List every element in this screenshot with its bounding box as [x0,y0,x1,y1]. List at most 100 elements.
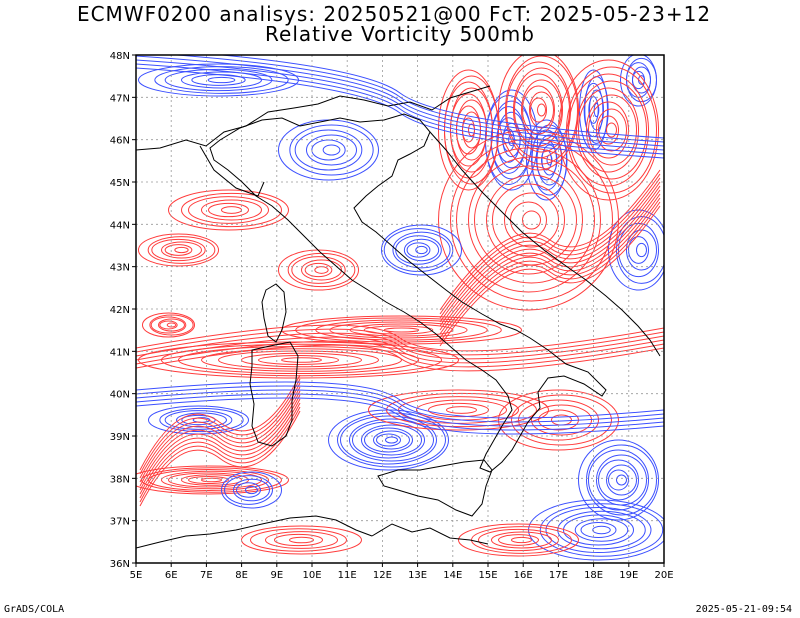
positive-contour [278,249,359,291]
lat-tick-label: 44N [110,220,130,231]
negative-contour [586,444,657,516]
positive-contour [258,355,339,365]
positive-contour [439,197,661,339]
positive-contour [241,525,362,555]
positive-contour [530,97,547,123]
lon-tick-label: 12E [373,570,392,581]
positive-contour [486,174,577,266]
positive-contour [596,108,627,152]
lat-tick-label: 39N [110,432,130,443]
positive-contour [147,236,216,264]
positive-contour [511,536,532,544]
positive-contour [201,348,402,372]
negative-contour [592,525,611,535]
positive-contour [315,319,488,341]
negative-contour [136,385,664,423]
positive-contour [304,262,333,278]
positive-contour [148,469,269,491]
negative-contour [278,119,379,181]
lon-tick-label: 7E [200,570,213,581]
lon-tick-label: 15E [478,570,497,581]
negative-contour [233,478,270,502]
positive-contour [439,173,661,315]
positive-contour [505,55,578,165]
lon-tick-label: 14E [443,570,462,581]
negative-contour [207,76,236,84]
positive-contour [438,69,499,191]
positive-contour [174,246,189,254]
positive-contour [136,340,664,368]
negative-contour [606,464,637,496]
coastline [136,85,661,549]
positive-contour [439,181,661,323]
negative-contour [340,415,437,465]
map-title: ECMWF0200 analisys: 20250521@00 FcT: 202… [76,2,712,26]
positive-contour [208,202,249,218]
negative-contour [221,471,282,509]
lat-tick-label: 43N [110,263,130,274]
positive-contour [606,122,617,138]
positive-contour [188,196,269,224]
positive-contour [586,94,637,166]
positive-contour [139,382,301,479]
lon-tick-label: 13E [408,570,427,581]
positive-contour [456,99,487,161]
negative-contour [164,410,233,430]
positive-contour [522,210,541,230]
negative-contour [381,224,462,276]
positive-contour [168,189,289,231]
negative-contour [580,522,617,538]
positive-contour [492,183,565,257]
positive-contour [522,85,555,135]
negative-contour [545,507,652,553]
positive-contour [468,123,475,137]
positive-contour [529,91,554,129]
negative-contour [294,129,363,171]
positive-contour [446,406,477,414]
axis-ticks: 5E 6E 7E 8E 9E 10E 11E 12E 13E 14E 15E 16E 17E 18E 19E… [110,51,674,581]
negative-contour [181,71,262,89]
lat-tick-label: 47N [110,93,130,104]
positive-contour [576,80,647,180]
positive-contour [428,402,489,418]
positive-contour [136,328,664,356]
negative-contour [352,421,425,459]
positive-contour [139,406,301,503]
positive-contour [139,378,301,475]
negative-contour [170,55,664,143]
positive-contour [164,244,193,256]
negative-contour [616,474,627,486]
positive-contour [139,398,301,495]
positive-contour [168,472,249,488]
negative-contour [557,510,646,550]
negative-contour [563,514,634,546]
positive-contour [301,259,342,281]
lon-tick-label: 10E [302,570,321,581]
positive-contour [439,177,661,319]
positive-contour [201,199,262,221]
negative-contour [626,229,657,271]
negative-contour [578,439,659,521]
positive-contour [598,115,619,145]
negative-contour [337,412,446,468]
lon-tick-label: 5E [130,570,143,581]
positive-contour [458,523,579,557]
positive-contour [139,402,301,499]
lat-tick-label: 40N [110,390,130,401]
positive-contour [136,344,664,372]
positive-contour [136,332,664,360]
lat-tick-label: 42N [110,305,130,316]
positive-contour [439,193,661,335]
positive-contour [139,410,301,507]
positive-contour [181,192,282,228]
negative-contour [236,482,261,498]
positive-contour [250,528,347,552]
positive-contour [201,477,222,483]
lon-tick-label: 9E [270,570,283,581]
negative-contour [224,475,273,505]
positive-contour [498,534,539,546]
negative-contour [395,235,442,265]
negative-contour [373,430,410,450]
negative-contour [415,245,428,255]
negative-contour [588,449,649,511]
